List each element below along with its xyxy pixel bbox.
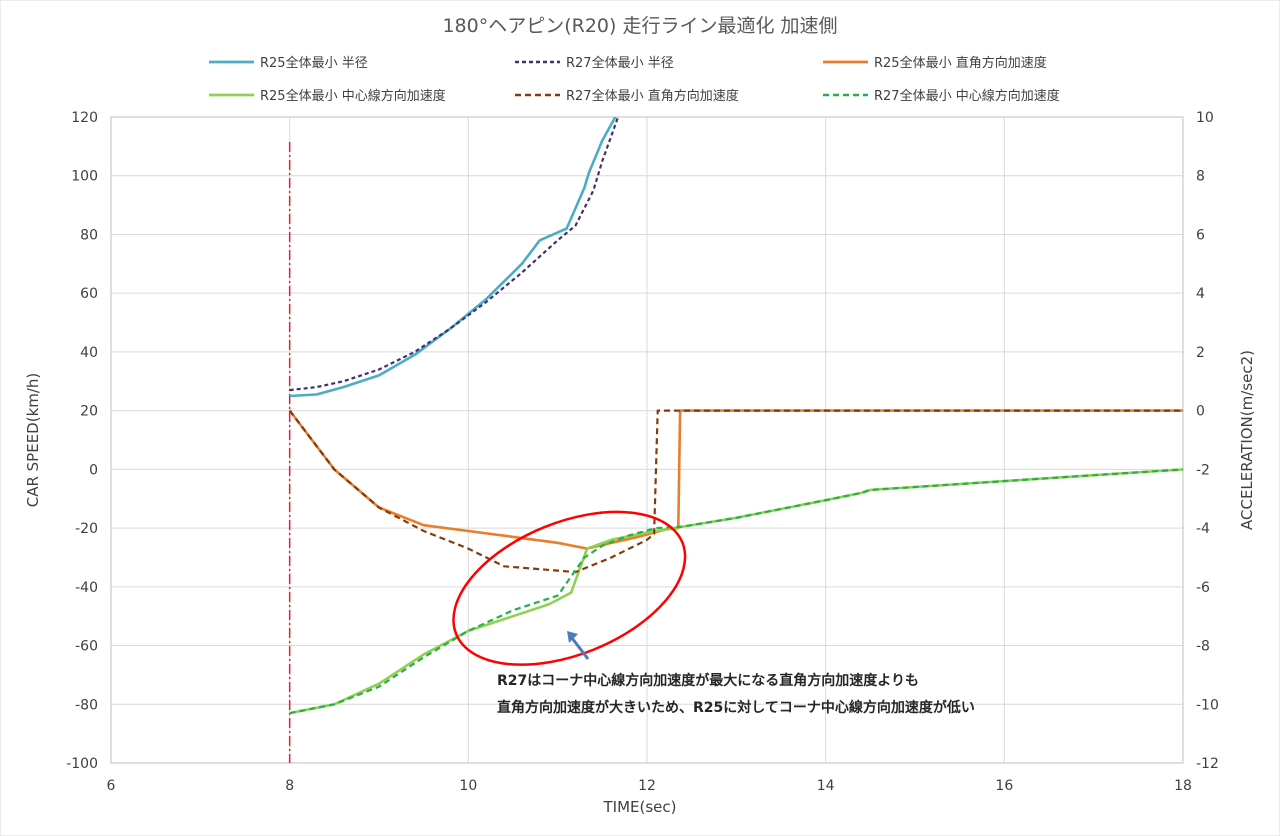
y2-tick-label: -2 bbox=[1196, 462, 1210, 478]
y2-tick-label: -10 bbox=[1196, 697, 1219, 713]
y2-tick-label: -12 bbox=[1196, 756, 1219, 772]
legend-label: R27全体最小 中心線方向加速度 bbox=[874, 88, 1060, 104]
y-tick-label: -20 bbox=[75, 521, 98, 537]
legend-label: R25全体最小 中心線方向加速度 bbox=[260, 88, 446, 104]
annotation-arrow bbox=[570, 637, 590, 660]
y2-tick-label: 10 bbox=[1196, 110, 1214, 126]
y-axis-title: CAR SPEED(km/h) bbox=[24, 373, 42, 508]
y2-tick-label: -4 bbox=[1196, 521, 1210, 537]
y-tick-label: 60 bbox=[80, 286, 98, 302]
x-axis-title: TIME(sec) bbox=[602, 798, 676, 816]
y-tick-label: 0 bbox=[89, 462, 98, 478]
series-line-5 bbox=[288, 409, 1183, 574]
y-tick-label: 20 bbox=[80, 404, 98, 420]
legend-label: R27全体最小 半径 bbox=[566, 55, 674, 71]
series-line-2 bbox=[289, 117, 620, 392]
plot-frame bbox=[110, 116, 1184, 764]
axes: 120100806040200-20-40-60-80-1001086420-2… bbox=[66, 110, 1219, 794]
series-line-4 bbox=[289, 468, 1183, 715]
x-tick-label: 12 bbox=[638, 778, 656, 794]
y-tick-label: -60 bbox=[75, 639, 98, 655]
series-lines bbox=[288, 117, 1183, 763]
x-tick-label: 6 bbox=[107, 778, 116, 794]
highlight-ellipse bbox=[452, 510, 687, 666]
y2-tick-label: -8 bbox=[1196, 639, 1210, 655]
y-tick-label: -100 bbox=[66, 756, 98, 772]
y2-axis-title: ACCELERATION(m/sec2) bbox=[1238, 350, 1256, 530]
y2-tick-label: 4 bbox=[1196, 286, 1205, 302]
series-line-1 bbox=[289, 117, 617, 398]
legend-label: R25全体最小 直角方向加速度 bbox=[874, 55, 1047, 71]
x-tick-label: 8 bbox=[285, 778, 294, 794]
legend-label: R25全体最小 半径 bbox=[260, 55, 368, 71]
legend-label: R27全体最小 直角方向加速度 bbox=[566, 88, 739, 104]
series-line-6 bbox=[289, 468, 1183, 715]
x-tick-label: 14 bbox=[817, 778, 835, 794]
y2-tick-label: 2 bbox=[1196, 345, 1205, 361]
y2-tick-label: 8 bbox=[1196, 169, 1205, 185]
y-tick-label: 40 bbox=[80, 345, 98, 361]
x-tick-label: 10 bbox=[459, 778, 477, 794]
annotation-line-1: R27はコーナ中心線方向加速度が最大になる直角方向加速度よりも bbox=[497, 672, 919, 689]
y2-tick-label: -6 bbox=[1196, 580, 1210, 596]
x-tick-label: 18 bbox=[1174, 778, 1192, 794]
legend: R25全体最小 半径 R27全体最小 半径 R25全体最小 直角方向加速度 R25全体… bbox=[209, 55, 1060, 104]
y-tick-label: 100 bbox=[71, 169, 98, 185]
chart-title: 180°ヘアピン(R20) 走行ライン最適化 加速側 bbox=[442, 15, 837, 37]
y-tick-label: -80 bbox=[75, 697, 98, 713]
annotation: R27はコーナ中心線方向加速度が最大になる直角方向加速度よりも 直角方向加速度が… bbox=[452, 510, 975, 716]
y-tick-label: 80 bbox=[80, 227, 98, 243]
x-tick-label: 16 bbox=[995, 778, 1013, 794]
y-tick-label: 120 bbox=[71, 110, 98, 126]
annotation-arrow-head bbox=[567, 631, 578, 643]
y2-tick-label: 6 bbox=[1196, 227, 1205, 243]
annotation-line-2: 直角方向加速度が大きいため、R25に対してコーナ中心線方向加速度が低い bbox=[497, 699, 975, 716]
y-tick-label: -40 bbox=[75, 580, 98, 596]
y2-tick-label: 0 bbox=[1196, 404, 1205, 420]
